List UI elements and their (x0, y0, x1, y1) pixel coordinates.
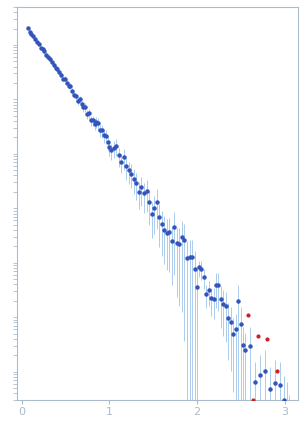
Point (255, 333, 260, 340)
Point (250, 396, 255, 403)
Point (265, 336, 270, 343)
Point (275, 367, 280, 374)
Point (270, 419, 275, 426)
Point (260, 426, 265, 433)
Point (246, 311, 250, 318)
